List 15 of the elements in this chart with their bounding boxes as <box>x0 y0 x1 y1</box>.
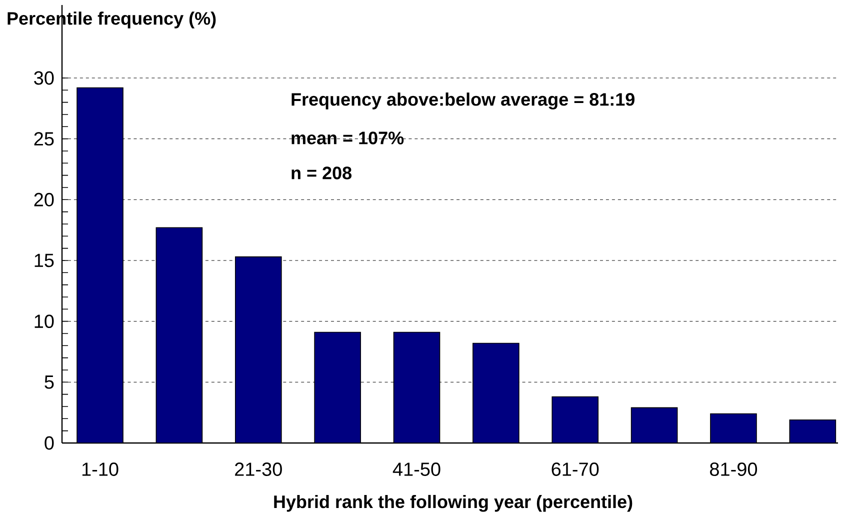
y-tick-label: 10 <box>34 314 54 328</box>
y-tick-label: 15 <box>34 254 54 268</box>
x-tick-label: 41-50 <box>392 462 440 476</box>
x-tick-label: 81-90 <box>710 462 758 476</box>
x-tick-label: 21-30 <box>235 462 282 476</box>
x-tick-label: 61-70 <box>552 462 599 476</box>
annotation: Frequency above:below average = 81:19 <box>292 92 634 110</box>
y-tick-label: 20 <box>34 192 54 206</box>
y-tick-label: 0 <box>44 436 54 450</box>
y-tick-label: 5 <box>44 376 54 389</box>
y-tick-label: 25 <box>34 132 54 146</box>
annotation: n = 208 <box>292 166 352 180</box>
x-tick-label: 1-10 <box>82 462 118 476</box>
y-tick-label: 30 <box>34 71 54 85</box>
x-axis-title: Hybrid rank the following year (percentile) <box>274 494 632 512</box>
